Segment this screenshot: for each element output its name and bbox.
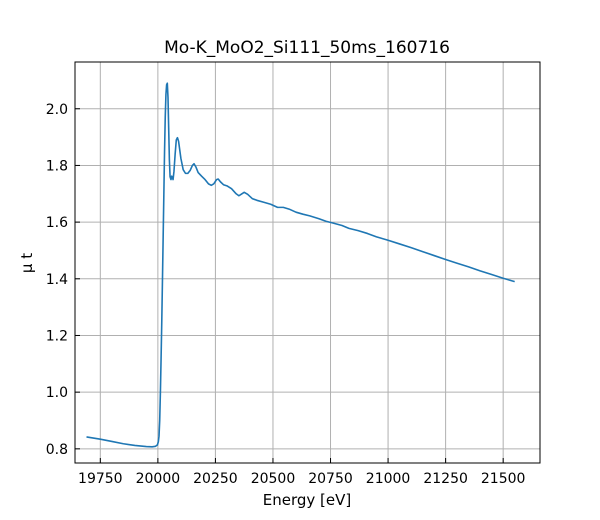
y-tick-label: 1.6 <box>46 215 68 231</box>
plot-frame <box>74 61 541 464</box>
y-tick-label: 1.8 <box>46 158 68 174</box>
x-tick-label: 21250 <box>423 471 468 487</box>
y-axis-title: μ t <box>18 253 36 273</box>
x-tick-label: 20500 <box>251 471 296 487</box>
ticks: 19750 20000 20250 20500 20750 21000 21250 21500… <box>46 102 526 487</box>
grid <box>75 62 540 463</box>
y-tick-label: 1.2 <box>46 328 68 344</box>
x-tick-label: 20000 <box>136 471 181 487</box>
y-tick-label: 1.0 <box>46 385 68 401</box>
x-tick-label: 21500 <box>481 471 526 487</box>
y-tick-label: 0.8 <box>46 442 68 458</box>
x-tick-label: 19750 <box>78 471 123 487</box>
x-tick-label: 20750 <box>308 471 353 487</box>
chart-title: Mo-K_MoO2_Si111_50ms_160716 <box>164 38 450 58</box>
x-tick-label: 21000 <box>366 471 411 487</box>
x-tick-label: 20250 <box>193 471 238 487</box>
y-tick-label: 1.4 <box>46 272 68 288</box>
x-axis-title: Energy [eV] <box>263 491 351 509</box>
series-line <box>86 82 515 448</box>
y-tick-label: 2.0 <box>46 102 68 118</box>
